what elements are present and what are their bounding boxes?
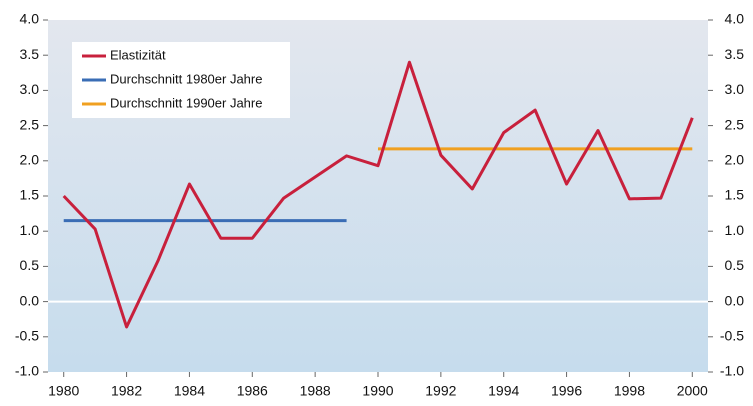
x-tick-label: 1982 xyxy=(111,383,142,399)
legend: Elastizität Durchschnitt 1980er Jahre Durc… xyxy=(72,42,290,118)
y2-tick-label: 3.5 xyxy=(725,46,745,62)
y2-tick-label: 2.5 xyxy=(725,116,745,132)
y-tick-label: 2.0 xyxy=(20,152,40,168)
x-tick-label: 1992 xyxy=(425,383,456,399)
y2-tick-label: 0.0 xyxy=(725,292,745,308)
y2-tick-label: 0.5 xyxy=(725,257,745,273)
x-tick-label: 1988 xyxy=(300,383,331,399)
x-tick-label: 1986 xyxy=(237,383,268,399)
x-tick-label: 1984 xyxy=(174,383,205,399)
y-tick-label: 4.0 xyxy=(20,11,40,27)
y-tick-label: 2.5 xyxy=(20,116,40,132)
x-tick-label: 2000 xyxy=(677,383,708,399)
x-tick-label: 1990 xyxy=(362,383,393,399)
legend-label: Elastizität xyxy=(110,47,166,62)
y-tick-label: -1.0 xyxy=(15,363,39,379)
series-line xyxy=(62,60,694,329)
y2-tick-label: 2.0 xyxy=(725,152,745,168)
x-tick-label: 1998 xyxy=(614,383,645,399)
legend-box xyxy=(72,42,290,118)
y-tick-label: 3.0 xyxy=(20,81,40,97)
y2-tick-label: 1.5 xyxy=(725,187,745,203)
x-tick-label: 1994 xyxy=(488,383,519,399)
legend-label: Durchschnitt 1980er Jahre xyxy=(110,71,262,86)
y2-tick-label: -1.0 xyxy=(720,363,744,379)
y2-tick-label: 3.0 xyxy=(725,81,745,97)
x-tick-label: 1996 xyxy=(551,383,582,399)
y-tick-label: 1.0 xyxy=(20,222,40,238)
legend-label: Durchschnitt 1990er Jahre xyxy=(110,95,262,110)
y2-tick-label: 1.0 xyxy=(725,222,745,238)
x-tick-label: 1980 xyxy=(48,383,79,399)
y-tick-label: -0.5 xyxy=(15,328,39,344)
y2-tick-label: 4.0 xyxy=(725,11,745,27)
y-tick-label: 1.5 xyxy=(20,187,40,203)
y-tick-label: 3.5 xyxy=(20,46,40,62)
y-tick-label: 0.0 xyxy=(20,292,40,308)
y2-tick-label: -0.5 xyxy=(720,328,744,344)
y-tick-label: 0.5 xyxy=(20,257,40,273)
